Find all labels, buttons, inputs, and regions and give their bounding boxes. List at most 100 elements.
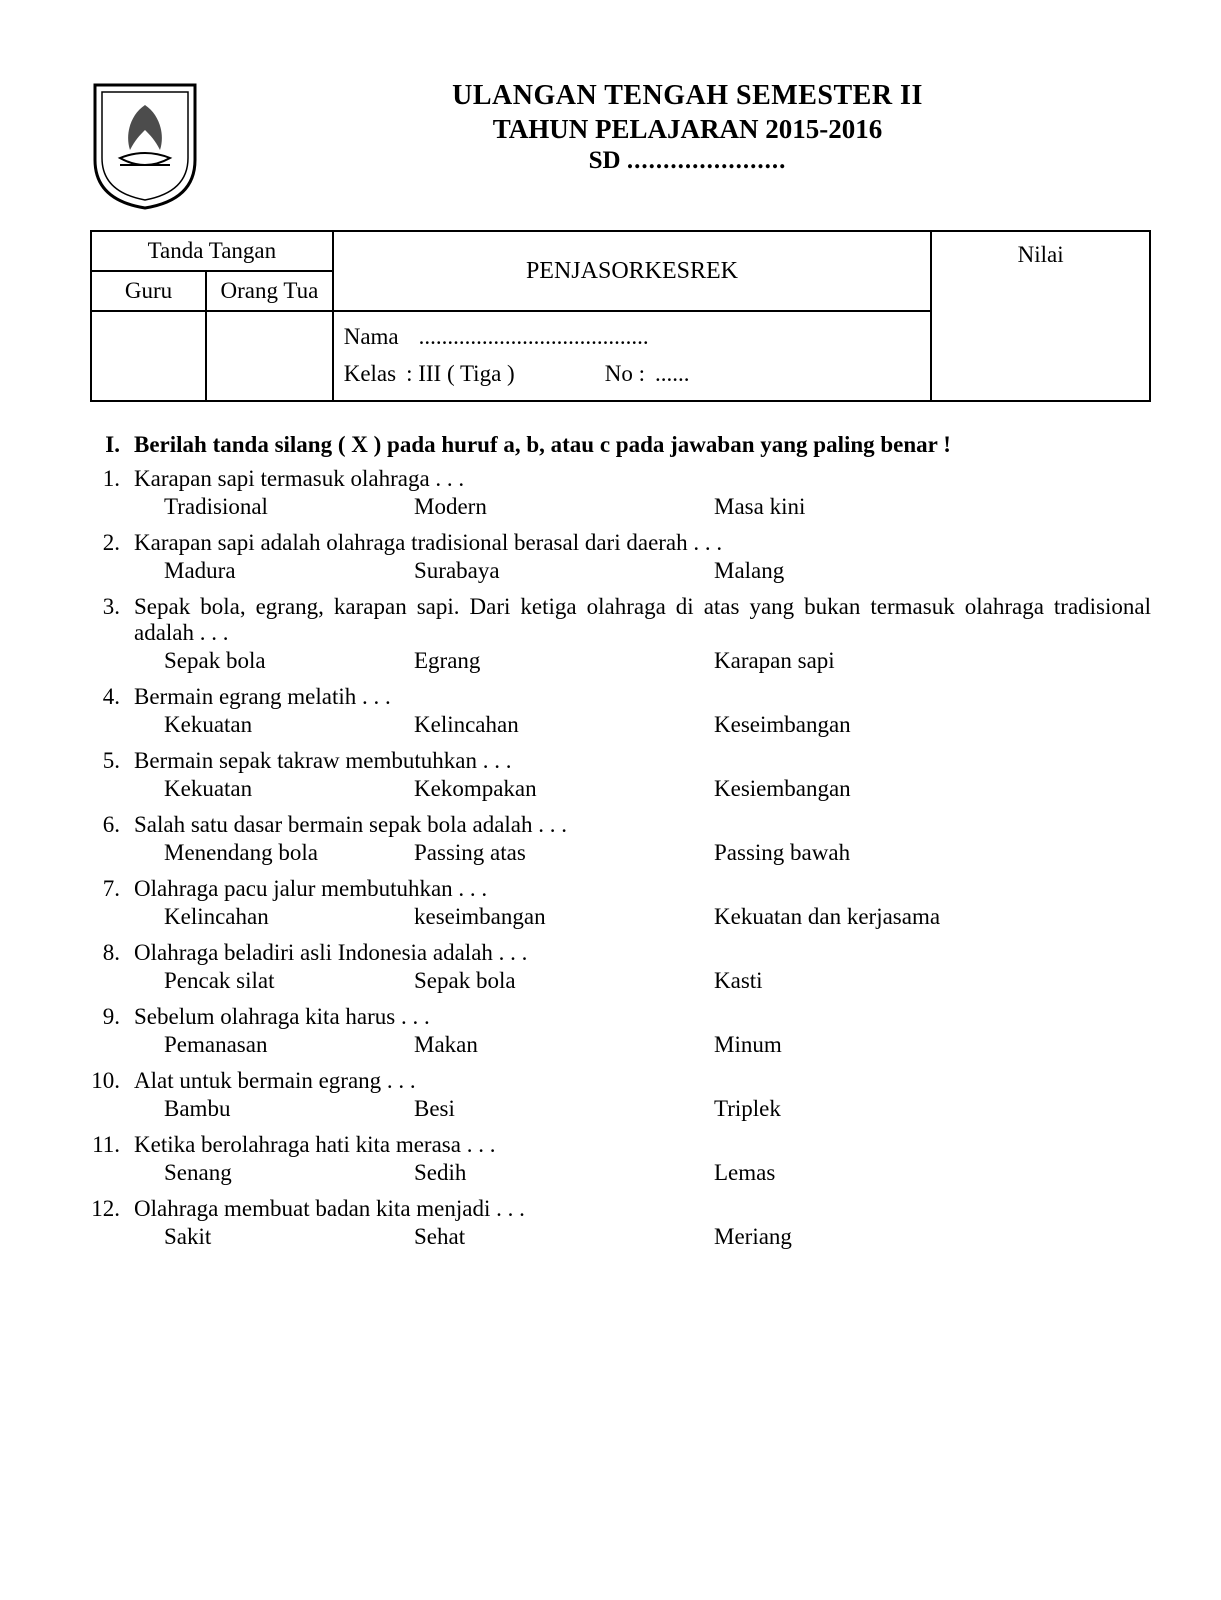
option-b: Sedih (414, 1160, 714, 1186)
question-item: 12. Olahraga membuat badan kita menjadi .… (90, 1196, 1151, 1256)
question-number: 2. (90, 530, 120, 590)
question-number: 6. (90, 812, 120, 872)
instruction-text: Berilah tanda silang ( X ) pada huruf a,… (134, 432, 951, 458)
no-blank: ...... (655, 356, 690, 393)
option-c: Malang (714, 558, 1151, 584)
school-blank: ...................... (627, 147, 787, 175)
option-c: Triplek (714, 1096, 1151, 1122)
options-row: KekuatanKelincahanKeseimbangan (134, 712, 1151, 738)
question-number: 12. (90, 1196, 120, 1256)
option-b: Modern (414, 494, 714, 520)
options-row: Sepak bolaEgrangKarapan sapi (134, 648, 1151, 674)
question-text: Sepak bola, egrang, karapan sapi. Dari k… (134, 594, 1151, 646)
info-table: Tanda Tangan PENJASORKESREK Nilai Guru O… (90, 230, 1151, 402)
kelas-value: : III ( Tiga ) (406, 356, 515, 393)
school-logo (90, 80, 200, 210)
question-item: 2.Karapan sapi adalah olahraga tradision… (90, 530, 1151, 590)
tanda-tangan-header: Tanda Tangan (91, 231, 333, 271)
option-a: Pemanasan (134, 1032, 414, 1058)
options-row: PemanasanMakanMinum (134, 1032, 1151, 1058)
nama-blank: ........................................ (419, 319, 649, 356)
option-a: Kelincahan (134, 904, 414, 930)
question-body: Karapan sapi termasuk olahraga . . .Trad… (134, 466, 1151, 526)
question-text: Bermain egrang melatih . . . (134, 684, 1151, 710)
question-text: Olahraga membuat badan kita menjadi . . … (134, 1196, 1151, 1222)
question-number: 11. (90, 1132, 120, 1192)
option-b: Besi (414, 1096, 714, 1122)
option-c: Keseimbangan (714, 712, 1151, 738)
title-block: ULANGAN TENGAH SEMESTER II TAHUN PELAJAR… (224, 80, 1151, 175)
subject-cell: PENJASORKESREK (333, 231, 932, 311)
question-list: 1.Karapan sapi termasuk olahraga . . .Tr… (90, 466, 1151, 1256)
question-item: 9.Sebelum olahraga kita harus . . .Peman… (90, 1004, 1151, 1064)
question-text: Karapan sapi termasuk olahraga . . . (134, 466, 1151, 492)
option-a: Pencak silat (134, 968, 414, 994)
option-a: Sepak bola (134, 648, 414, 674)
question-text: Ketika berolahraga hati kita merasa . . … (134, 1132, 1151, 1158)
option-c: Kekuatan dan kerjasama (714, 904, 1151, 930)
question-number: 8. (90, 940, 120, 1000)
question-number: 9. (90, 1004, 120, 1064)
question-item: 11. Ketika berolahraga hati kita merasa .… (90, 1132, 1151, 1192)
question-text: Alat untuk bermain egrang . . . (134, 1068, 1151, 1094)
title-line-3: SD ...................... (224, 147, 1151, 175)
option-b: Passing atas (414, 840, 714, 866)
question-text: Olahraga pacu jalur membutuhkan . . . (134, 876, 1151, 902)
question-number: 4. (90, 684, 120, 744)
question-item: 5.Bermain sepak takraw membutuhkan . . .… (90, 748, 1151, 808)
question-body: Olahraga pacu jalur membutuhkan . . .Kel… (134, 876, 1151, 936)
identity-cell: Nama ...................................… (333, 311, 932, 401)
guru-header: Guru (91, 271, 206, 311)
option-a: Madura (134, 558, 414, 584)
question-text: Olahraga beladiri asli Indonesia adalah … (134, 940, 1151, 966)
question-number: 10. (90, 1068, 120, 1128)
guru-sign-cell (91, 311, 206, 401)
option-b: keseimbangan (414, 904, 714, 930)
question-item: 7.Olahraga pacu jalur membutuhkan . . .K… (90, 876, 1151, 936)
option-a: Bambu (134, 1096, 414, 1122)
no-label: No : (605, 356, 645, 393)
question-text: Sebelum olahraga kita harus . . . (134, 1004, 1151, 1030)
nilai-cell: Nilai (931, 231, 1150, 401)
question-item: 4.Bermain egrang melatih . . .KekuatanKe… (90, 684, 1151, 744)
header: ULANGAN TENGAH SEMESTER II TAHUN PELAJAR… (90, 80, 1151, 210)
question-item: 3. Sepak bola, egrang, karapan sapi. Dari… (90, 594, 1151, 680)
title-line-2: TAHUN PELAJARAN 2015-2016 (224, 114, 1151, 145)
question-text: Salah satu dasar bermain sepak bola adal… (134, 812, 1151, 838)
question-number: 1. (90, 466, 120, 526)
option-a: Menendang bola (134, 840, 414, 866)
school-prefix: SD (589, 147, 621, 174)
options-row: KekuatanKekompakanKesiembangan (134, 776, 1151, 802)
options-row: SenangSedihLemas (134, 1160, 1151, 1186)
question-item: 1.Karapan sapi termasuk olahraga . . .Tr… (90, 466, 1151, 526)
question-body: Bermain egrang melatih . . .KekuatanKeli… (134, 684, 1151, 744)
question-item: 10. Alat untuk bermain egrang . . .BambuB… (90, 1068, 1151, 1128)
question-body: Karapan sapi adalah olahraga tradisional… (134, 530, 1151, 590)
options-row: Menendang bolaPassing atasPassing bawah (134, 840, 1151, 866)
options-row: MaduraSurabayaMalang (134, 558, 1151, 584)
option-b: Sepak bola (414, 968, 714, 994)
option-a: Kekuatan (134, 712, 414, 738)
option-a: Tradisional (134, 494, 414, 520)
title-line-1: ULANGAN TENGAH SEMESTER II (224, 80, 1151, 112)
option-b: Egrang (414, 648, 714, 674)
question-number: 3. (90, 594, 120, 680)
question-text: Bermain sepak takraw membutuhkan . . . (134, 748, 1151, 774)
question-body: Sebelum olahraga kita harus . . .Pemanas… (134, 1004, 1151, 1064)
option-a: Senang (134, 1160, 414, 1186)
question-body: Ketika berolahraga hati kita merasa . . … (134, 1132, 1151, 1192)
option-b: Kekompakan (414, 776, 714, 802)
option-c: Minum (714, 1032, 1151, 1058)
question-body: Olahraga beladiri asli Indonesia adalah … (134, 940, 1151, 1000)
orangtua-sign-cell (206, 311, 333, 401)
question-body: Salah satu dasar bermain sepak bola adal… (134, 812, 1151, 872)
option-c: Passing bawah (714, 840, 1151, 866)
options-row: KelincahankeseimbanganKekuatan dan kerja… (134, 904, 1151, 930)
option-c: Masa kini (714, 494, 1151, 520)
option-b: Surabaya (414, 558, 714, 584)
options-row: TradisionalModernMasa kini (134, 494, 1151, 520)
question-item: 8. Olahraga beladiri asli Indonesia adala… (90, 940, 1151, 1000)
option-c: Meriang (714, 1224, 1151, 1250)
question-item: 6. Salah satu dasar bermain sepak bola ad… (90, 812, 1151, 872)
option-a: Kekuatan (134, 776, 414, 802)
